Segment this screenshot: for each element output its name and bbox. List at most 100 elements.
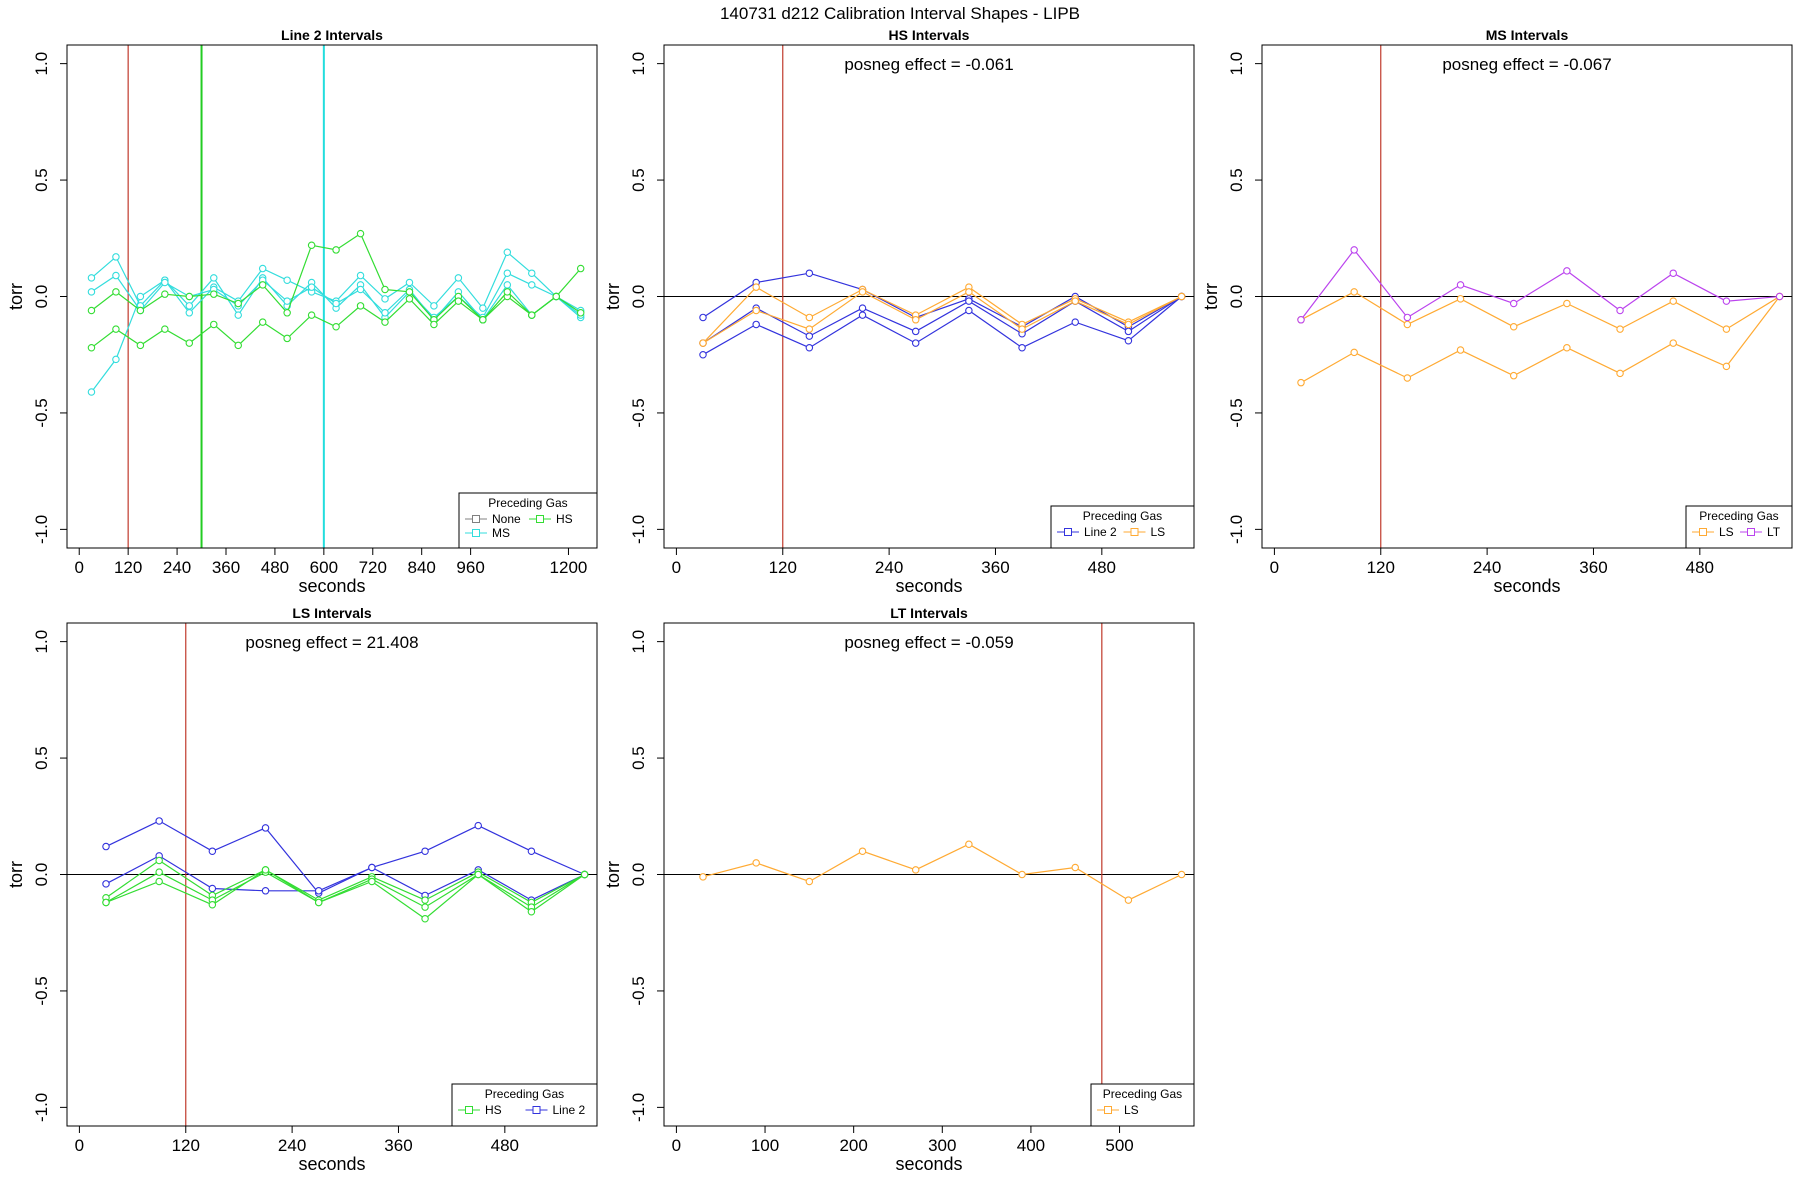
data-point [858,311,867,319]
data-point [87,288,96,296]
data-point [1669,297,1677,305]
plot-frame [663,44,1195,549]
series-line [105,859,585,904]
data-point [314,887,323,895]
x-tick-label: 480 [1088,558,1116,577]
data-point [699,350,707,359]
y-tick-label: 0.5 [1227,168,1246,192]
data-point [112,271,120,280]
x-tick-label: 960 [456,558,484,577]
legend-marker [536,515,544,523]
data-point [1616,369,1624,378]
legend-title: Preceding Gas [1083,509,1162,523]
data-point [503,281,512,289]
series-line [1300,291,1780,330]
x-tick-label: 0 [672,1136,681,1155]
data-point [1350,348,1358,357]
x-tick-label: 240 [1473,558,1501,577]
legend-marker [1747,528,1755,536]
x-tick-label: 360 [384,1136,412,1155]
data-point [261,887,270,895]
data-point [752,320,760,329]
legend-marker [532,1106,541,1114]
chart-panels: Line 2 Intervals 0 120 240 360 480 600 720 840 96… [6,27,1793,1174]
y-tick-label: 0.5 [32,746,51,770]
data-point [155,877,163,886]
chart-panel: LT Intervals 0 100 200 300 400 500 -1.0 -0.5 0.0 0… [603,605,1195,1174]
plot-frame [1261,44,1793,549]
data-point [552,292,560,301]
y-tick-label: -0.5 [32,976,51,1005]
data-point [911,339,920,347]
x-tick-label: 240 [278,1136,306,1155]
x-tick-label: 240 [163,558,191,577]
data-point [1177,870,1186,879]
data-point [1350,246,1358,254]
data-point [752,306,760,315]
panel-title: Line 2 Intervals [281,27,383,43]
data-point [1018,343,1026,352]
plot-area [664,623,1194,1126]
data-point [1775,292,1784,301]
data-point [430,302,438,310]
chart-panel: HS Intervals 0 120 240 360 480 -1.0 -0.5 0.0 0.5 1… [603,27,1195,596]
data-point [858,304,867,312]
data-point [258,281,267,289]
data-point [752,283,760,291]
legend-title: Preceding Gas [485,1087,564,1101]
data-point [576,264,585,273]
data-point [356,285,365,294]
legend-label: LT [1767,525,1781,539]
data-point [1177,292,1186,301]
y-axis-label: torr [603,283,623,310]
x-tick-label: 480 [261,558,289,577]
data-point [155,868,163,876]
data-point [102,842,110,851]
x-tick-label: 500 [1105,1136,1133,1155]
x-tick-label: 1200 [550,558,588,577]
data-point [965,306,973,315]
data-point [1563,299,1571,308]
data-point [1124,336,1133,345]
data-point [87,388,96,396]
data-point [368,863,376,872]
data-point [528,281,536,289]
y-tick-label: 0.5 [629,168,648,192]
series-line [1300,296,1781,384]
legend-label: LS [1719,525,1734,539]
legend-marker [465,1106,473,1114]
data-point [261,866,270,874]
x-axis-label: seconds [895,576,962,596]
legend-marker [1104,1106,1112,1114]
y-tick-label: 1.0 [32,630,51,654]
data-point [332,246,340,254]
data-point [261,824,270,832]
data-point [332,323,340,331]
x-tick-label: 480 [491,1136,519,1155]
data-point [283,297,291,305]
data-point [454,274,463,282]
data-point [1071,318,1079,326]
data-point [965,297,973,305]
data-point [454,297,463,305]
data-point [911,316,920,324]
data-point [381,285,389,294]
data-point [234,299,242,308]
y-tick-label: 1.0 [32,52,51,76]
data-point [858,288,867,296]
data-point [307,283,316,291]
data-point [405,278,414,287]
data-point [752,859,760,867]
data-point [1563,343,1571,352]
data-point [503,269,512,277]
plot-area [664,45,1194,548]
data-point [699,339,707,347]
x-tick-label: 200 [839,1136,867,1155]
x-tick-label: 120 [769,558,797,577]
data-point [356,271,365,280]
legend-box [1050,505,1195,549]
data-point [421,914,429,923]
data-point [381,295,389,303]
legend-marker [472,515,480,523]
